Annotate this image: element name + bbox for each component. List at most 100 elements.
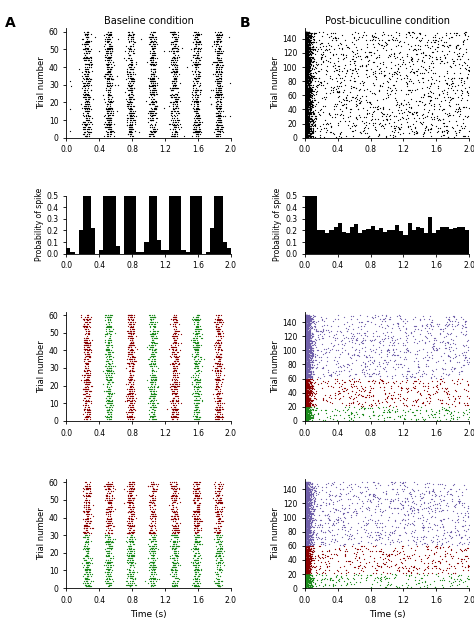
Point: [302, 326, 310, 337]
Point: [303, 523, 311, 533]
Point: [301, 555, 309, 565]
Point: [216, 548, 223, 558]
Point: [86, 559, 94, 569]
Point: [303, 392, 310, 402]
Point: [147, 394, 155, 404]
Point: [167, 131, 175, 141]
Point: [304, 314, 311, 324]
Point: [111, 80, 119, 90]
Point: [303, 509, 310, 520]
Point: [170, 48, 177, 58]
Point: [301, 355, 309, 365]
Point: [302, 331, 310, 342]
Point: [192, 567, 200, 577]
Point: [304, 532, 312, 542]
Point: [115, 34, 122, 44]
Point: [172, 374, 180, 384]
Point: [147, 312, 155, 322]
Point: [301, 111, 309, 121]
Point: [301, 562, 309, 572]
Point: [303, 545, 311, 555]
Point: [303, 571, 310, 581]
Point: [455, 51, 463, 61]
Point: [306, 481, 313, 491]
Point: [301, 382, 309, 392]
Point: [85, 92, 93, 102]
Point: [171, 80, 179, 90]
Point: [421, 30, 428, 40]
Point: [302, 118, 310, 128]
Point: [303, 547, 310, 557]
Point: [306, 560, 313, 571]
Point: [193, 384, 201, 394]
Point: [304, 336, 311, 346]
Point: [301, 323, 309, 333]
Point: [149, 562, 157, 572]
Point: [173, 511, 181, 521]
Point: [307, 553, 315, 563]
Point: [151, 370, 158, 380]
Point: [105, 345, 112, 355]
Point: [129, 39, 137, 49]
Point: [308, 363, 316, 373]
Point: [102, 396, 110, 406]
Point: [84, 326, 91, 336]
Point: [302, 484, 310, 494]
Point: [305, 491, 312, 501]
Point: [302, 414, 310, 424]
Point: [303, 351, 311, 361]
Point: [368, 352, 375, 362]
Point: [359, 401, 366, 411]
Point: [344, 567, 352, 577]
Point: [417, 555, 425, 565]
Point: [445, 369, 453, 379]
Point: [304, 413, 311, 423]
Point: [301, 530, 309, 540]
Point: [301, 93, 309, 103]
Point: [173, 118, 181, 128]
Point: [461, 502, 468, 512]
Point: [302, 40, 310, 50]
Point: [303, 408, 311, 418]
Point: [302, 489, 310, 499]
Point: [438, 505, 446, 515]
Point: [447, 407, 455, 417]
Point: [308, 408, 315, 418]
Point: [192, 541, 200, 551]
Point: [303, 574, 310, 584]
Point: [381, 334, 388, 344]
Point: [428, 317, 436, 327]
Point: [193, 544, 201, 554]
Point: [337, 393, 344, 403]
Point: [302, 326, 310, 336]
Point: [303, 86, 311, 96]
Point: [302, 94, 310, 104]
Point: [213, 99, 220, 109]
Point: [302, 497, 310, 507]
Point: [82, 377, 90, 387]
Point: [319, 330, 326, 340]
Point: [215, 511, 222, 521]
Point: [307, 534, 314, 544]
Point: [170, 407, 177, 417]
Point: [215, 574, 222, 584]
Point: [312, 565, 319, 575]
Point: [213, 96, 221, 106]
Point: [104, 115, 112, 125]
Point: [212, 103, 219, 113]
Point: [194, 518, 201, 528]
Point: [304, 523, 311, 533]
Point: [410, 69, 418, 79]
Point: [129, 363, 137, 373]
Point: [173, 581, 181, 591]
Point: [308, 47, 315, 57]
Point: [301, 311, 309, 321]
Point: [337, 116, 344, 126]
Point: [302, 538, 310, 548]
Point: [84, 349, 92, 359]
Point: [193, 477, 201, 487]
Point: [190, 481, 198, 491]
Point: [152, 37, 159, 47]
Point: [303, 407, 311, 417]
Point: [378, 310, 386, 320]
